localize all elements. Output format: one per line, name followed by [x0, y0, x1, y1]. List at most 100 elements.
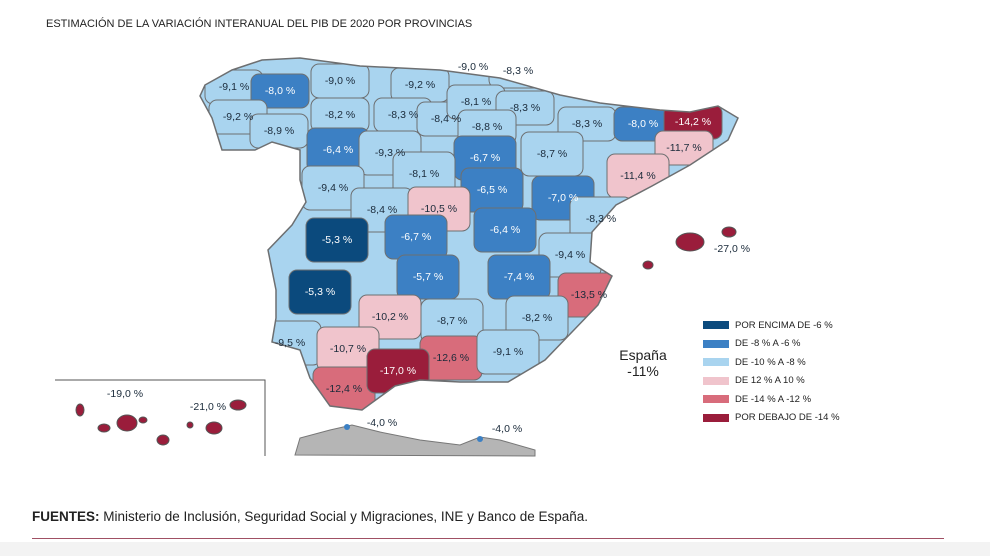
province-value-label: -8,3 %: [510, 102, 540, 114]
province-value-label: -10,7 %: [330, 343, 366, 355]
province-value-label: -8,3 %: [586, 213, 616, 225]
province-value-label: -9,2 %: [223, 111, 253, 123]
sources: FUENTES: Ministerio de Inclusión, Seguri…: [32, 509, 588, 524]
province-value-label: -8,3 %: [503, 65, 533, 77]
legend-label: POR ENCIMA DE -6 %: [735, 319, 833, 331]
canary-island: [138, 416, 148, 424]
province-value-label: -9,5 %: [275, 337, 305, 349]
canary-island: [97, 423, 111, 433]
canary-island: [116, 414, 138, 432]
province-value-label: -9,4 %: [318, 182, 348, 194]
province-value-label: -13,5 %: [571, 289, 607, 301]
province-value-label: -8,0 %: [265, 85, 295, 97]
north-africa-coast: [294, 424, 536, 457]
canary-island: [205, 421, 223, 435]
national-value: -11%: [627, 363, 659, 379]
province-region: [288, 269, 352, 315]
province-value-label: -21,0 %: [190, 401, 226, 413]
province-value-label: -8,2 %: [522, 312, 552, 324]
legend-label: DE 12 % A 10 %: [735, 375, 805, 387]
province-value-label: -8,3 %: [388, 109, 418, 121]
province-value-label: -12,6 %: [433, 352, 469, 364]
legend-label: DE -14 % A -12 %: [735, 393, 812, 405]
province-value-label: -6,4 %: [490, 224, 520, 236]
ceuta-marker: [344, 424, 350, 430]
province-value-label: -8,7 %: [437, 315, 467, 327]
province-value-label: -8,1 %: [461, 96, 491, 108]
province-value-label: -7,0 %: [548, 192, 578, 204]
legend-swatch: [703, 358, 729, 367]
balearic-island: [721, 226, 737, 238]
canary-inset-frame: [55, 379, 266, 456]
province-value-label: -8,4 %: [367, 204, 397, 216]
province-value-label: -8,8 %: [472, 121, 502, 133]
sources-label: FUENTES:: [32, 509, 100, 524]
balearic-island: [642, 260, 654, 270]
melilla-marker: [477, 436, 483, 442]
legend-label: DE -10 % A -8 %: [735, 356, 806, 368]
province-value-label: -7,4 %: [504, 271, 534, 283]
national-total: España -11%: [608, 347, 678, 379]
map-title: ESTIMACIÓN DE LA VARIACIÓN INTERANUAL DE…: [46, 18, 473, 30]
province-value-label: -10,5 %: [421, 203, 457, 215]
province-value-label: -9,3 %: [375, 147, 405, 159]
province-value-label: -8,7 %: [537, 148, 567, 160]
legend-item: DE -10 % A -8 %: [703, 353, 840, 372]
province-region: [473, 207, 537, 253]
canary-island: [75, 403, 85, 417]
legend-swatch: [703, 339, 729, 348]
balearic-island: [675, 232, 705, 252]
divider: [32, 538, 944, 539]
province-value-label: -17,0 %: [380, 365, 416, 377]
province-value-label: -8,1 %: [409, 168, 439, 180]
province-value-label: -5,3 %: [322, 234, 352, 246]
province-value-label: -6,7 %: [470, 152, 500, 164]
province-value-label: -27,0 %: [714, 243, 750, 255]
spain-province-map: -9,1 % -8,0 % -9,0 % -9,2 % -9,0 % -8,3 % -9,2…: [55, 57, 750, 457]
legend: POR ENCIMA DE -6 % DE -8 % A -6 % DE -10 %…: [703, 316, 840, 427]
province-value-label: -9,4 %: [555, 249, 585, 261]
province-value-label: -8,4 %: [431, 113, 461, 125]
legend-item: DE 12 % A 10 %: [703, 372, 840, 391]
province-region: [476, 329, 540, 375]
province-value-label: -8,0 %: [628, 118, 658, 130]
legend-swatch: [703, 413, 729, 422]
legend-item: POR DEBAJO DE -14 %: [703, 409, 840, 428]
province-value-label: -9,0 %: [458, 61, 488, 73]
province-value-label: -19,0 %: [107, 388, 143, 400]
province-value-label: -11,7 %: [666, 142, 701, 154]
canary-island: [186, 421, 194, 429]
province-region: [654, 130, 714, 166]
province-region: [250, 73, 310, 109]
province-value-label: -10,2 %: [372, 311, 408, 323]
province-value-label: -9,1 %: [493, 346, 523, 358]
legend-swatch: [703, 321, 729, 330]
legend-label: POR DEBAJO DE -14 %: [735, 412, 840, 424]
province-value-label: -5,7 %: [413, 271, 443, 283]
province-value-label: -9,1 %: [219, 81, 249, 93]
province-value-label: -12,4 %: [326, 383, 362, 395]
province-value-label: -6,4 %: [323, 144, 353, 156]
province-value-label: -8,2 %: [325, 109, 355, 121]
province-value-label: -14,2 %: [675, 116, 711, 128]
legend-swatch: [703, 376, 729, 385]
national-name: España: [619, 347, 667, 363]
legend-item: DE -14 % A -12 %: [703, 390, 840, 409]
legend-label: DE -8 % A -6 %: [735, 338, 801, 350]
legend-item: POR ENCIMA DE -6 %: [703, 316, 840, 335]
province-value-label: -4,0 %: [492, 423, 522, 435]
legend-swatch: [703, 395, 729, 404]
province-value-label: -9,0 %: [325, 75, 355, 87]
province-value-label: -6,5 %: [477, 184, 507, 196]
canary-island: [156, 434, 170, 446]
province-value-label: -8,9 %: [264, 125, 294, 137]
footer-band: [0, 542, 990, 556]
province-value-label: -9,2 %: [405, 79, 435, 91]
province-value-label: -5,3 %: [305, 286, 335, 298]
province-region: [305, 217, 369, 263]
sources-text: Ministerio de Inclusión, Seguridad Socia…: [99, 509, 589, 524]
legend-item: DE -8 % A -6 %: [703, 335, 840, 354]
province-value-label: -11,4 %: [620, 170, 655, 182]
province-value-label: -8,3 %: [572, 118, 602, 130]
province-value-label: -4,0 %: [367, 417, 397, 429]
